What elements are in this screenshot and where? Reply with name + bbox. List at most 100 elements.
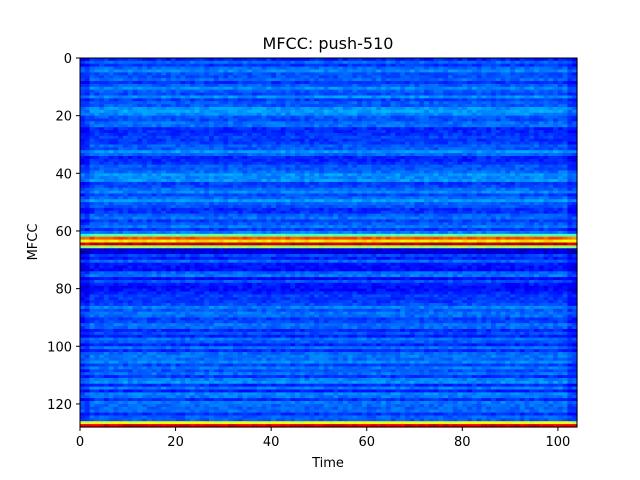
heatmap-cell <box>232 181 239 186</box>
heatmap-cell <box>342 184 349 189</box>
heatmap-cell <box>237 107 244 111</box>
heatmap-cell <box>486 170 492 174</box>
heatmap-cell <box>404 95 411 99</box>
heatmap-cell <box>357 81 363 85</box>
heatmap-cell <box>538 170 545 174</box>
heatmap-cell <box>519 63 526 68</box>
heatmap-cell <box>199 187 205 192</box>
heatmap-cell <box>295 147 301 151</box>
heatmap-cell <box>462 78 468 82</box>
heatmap-cell <box>275 89 282 94</box>
heatmap-cell <box>295 156 301 160</box>
heatmap-cell <box>471 112 478 117</box>
heatmap-cell <box>127 104 134 108</box>
heatmap-cell <box>572 184 578 189</box>
heatmap-cell <box>142 78 148 82</box>
heatmap-cell <box>261 83 267 88</box>
heatmap-cell <box>519 173 526 177</box>
heatmap-cell <box>156 156 162 160</box>
heatmap-cell <box>204 92 210 97</box>
heatmap-cell <box>146 164 153 169</box>
heatmap-cell <box>352 138 358 143</box>
heatmap-cell <box>209 193 215 197</box>
heatmap-cell <box>80 83 86 88</box>
heatmap-cell <box>428 81 435 85</box>
heatmap-cell <box>562 124 569 128</box>
heatmap-cell <box>419 130 425 134</box>
heatmap-cell <box>500 130 506 134</box>
heatmap-cell <box>338 150 344 154</box>
heatmap-cell <box>170 158 177 163</box>
heatmap-cell <box>404 78 411 82</box>
heatmap-cell <box>151 179 158 183</box>
heatmap-cell <box>524 161 530 166</box>
heatmap-cell <box>223 150 229 154</box>
heatmap-cell <box>514 58 521 62</box>
heatmap-cell <box>156 104 162 108</box>
heatmap-cell <box>280 109 287 114</box>
heatmap-cell <box>438 69 444 74</box>
heatmap-cell <box>457 138 463 143</box>
heatmap-cell <box>99 118 105 123</box>
heatmap-cell <box>318 156 325 160</box>
heatmap-cell <box>204 167 210 172</box>
heatmap-cell <box>175 109 181 114</box>
heatmap-cell <box>510 75 516 79</box>
heatmap-cell <box>80 135 86 140</box>
heatmap-cell <box>275 109 282 114</box>
heatmap-cell <box>280 193 287 197</box>
heatmap-cell <box>299 147 306 151</box>
heatmap-cell <box>256 147 263 151</box>
heatmap-cell <box>175 112 181 117</box>
heatmap-cell <box>366 121 373 125</box>
heatmap-cell <box>170 124 177 128</box>
heatmap-cell <box>323 153 330 157</box>
heatmap-cell <box>142 170 148 174</box>
heatmap-cell <box>486 184 492 189</box>
heatmap-cell <box>342 121 349 125</box>
heatmap-cell <box>567 158 573 163</box>
heatmap-cell <box>142 104 148 108</box>
heatmap-cell <box>543 124 549 128</box>
heatmap-cell <box>471 170 478 174</box>
heatmap-cell <box>113 132 119 137</box>
heatmap-cell <box>309 187 315 192</box>
heatmap-cell <box>366 66 373 71</box>
heatmap-cell <box>99 92 105 97</box>
heatmap-cell <box>199 75 205 79</box>
heatmap-cell <box>452 153 459 157</box>
heatmap-cell <box>118 89 124 94</box>
heatmap-cell <box>94 167 100 172</box>
heatmap-cell <box>271 193 277 197</box>
heatmap-cell <box>543 130 549 134</box>
heatmap-cell <box>486 83 492 88</box>
heatmap-cell <box>80 81 86 85</box>
heatmap-cell <box>390 72 397 76</box>
heatmap-cell <box>533 130 540 134</box>
heatmap-cell <box>247 138 253 143</box>
heatmap-cell <box>266 58 272 62</box>
heatmap-cell <box>390 158 397 163</box>
heatmap-cell <box>247 164 253 169</box>
heatmap-cell <box>280 184 287 189</box>
heatmap-cell <box>209 92 215 97</box>
heatmap-cell <box>108 86 115 91</box>
heatmap-cell <box>185 115 191 120</box>
heatmap-cell <box>471 173 478 177</box>
heatmap-cell <box>137 95 143 99</box>
heatmap-cell <box>232 170 239 174</box>
heatmap-cell <box>209 135 215 140</box>
heatmap-cell <box>376 58 382 62</box>
heatmap-cell <box>170 75 177 79</box>
heatmap-cell <box>457 115 463 120</box>
heatmap-cell <box>443 132 449 137</box>
heatmap-cell <box>338 144 344 148</box>
heatmap-cell <box>562 179 569 183</box>
heatmap-cell <box>428 167 435 172</box>
heatmap-cell <box>500 132 506 137</box>
heatmap-cell <box>538 187 545 192</box>
heatmap-cell <box>261 121 267 125</box>
heatmap-cell <box>223 69 229 74</box>
heatmap-cell <box>252 98 258 102</box>
heatmap-cell <box>252 176 258 180</box>
